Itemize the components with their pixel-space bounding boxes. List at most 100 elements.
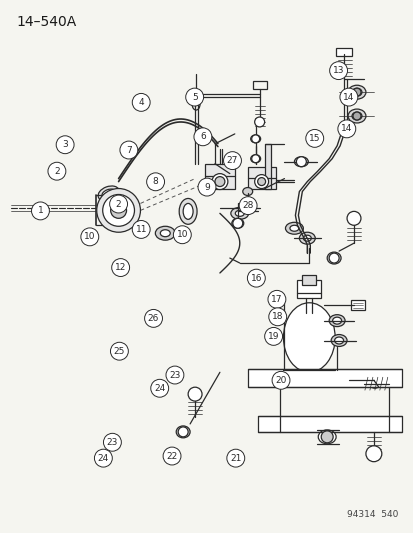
Text: 26: 26 xyxy=(147,314,159,323)
Bar xyxy=(204,164,234,189)
Bar xyxy=(301,275,316,285)
Ellipse shape xyxy=(330,335,346,346)
Circle shape xyxy=(112,259,129,277)
Circle shape xyxy=(150,379,168,397)
Text: 17: 17 xyxy=(271,295,282,304)
Circle shape xyxy=(296,157,306,167)
Circle shape xyxy=(328,253,338,263)
Circle shape xyxy=(188,387,202,401)
Circle shape xyxy=(247,269,265,287)
Circle shape xyxy=(94,449,112,467)
Ellipse shape xyxy=(155,227,175,240)
Ellipse shape xyxy=(230,207,248,219)
Circle shape xyxy=(346,212,360,225)
Text: 10: 10 xyxy=(84,232,95,241)
Circle shape xyxy=(178,427,188,437)
Ellipse shape xyxy=(289,225,298,231)
Ellipse shape xyxy=(334,337,343,344)
Ellipse shape xyxy=(351,112,361,120)
Circle shape xyxy=(31,202,49,220)
Circle shape xyxy=(197,178,216,196)
Circle shape xyxy=(48,162,66,180)
Circle shape xyxy=(109,195,127,213)
Circle shape xyxy=(320,431,332,443)
Text: 16: 16 xyxy=(250,273,261,282)
Circle shape xyxy=(337,120,355,138)
Text: 6: 6 xyxy=(199,132,205,141)
Text: 23: 23 xyxy=(169,370,180,379)
Text: 14: 14 xyxy=(340,124,351,133)
Circle shape xyxy=(185,88,203,106)
Circle shape xyxy=(267,290,285,308)
Text: 24: 24 xyxy=(97,454,109,463)
Text: 10: 10 xyxy=(176,230,188,239)
Text: 8: 8 xyxy=(152,177,158,187)
Text: 24: 24 xyxy=(154,384,165,393)
Ellipse shape xyxy=(318,430,335,444)
Text: 27: 27 xyxy=(226,156,237,165)
Text: 13: 13 xyxy=(332,66,344,75)
Ellipse shape xyxy=(328,314,344,327)
Ellipse shape xyxy=(183,204,192,219)
Text: 2: 2 xyxy=(54,167,59,176)
Bar xyxy=(252,81,266,89)
Bar xyxy=(247,369,401,387)
Circle shape xyxy=(110,342,128,360)
Text: 15: 15 xyxy=(308,134,320,143)
Ellipse shape xyxy=(299,232,315,244)
Text: 1: 1 xyxy=(38,206,43,215)
Ellipse shape xyxy=(231,219,243,228)
Text: 11: 11 xyxy=(135,225,147,234)
Circle shape xyxy=(365,446,381,462)
Ellipse shape xyxy=(285,222,303,234)
Circle shape xyxy=(132,221,150,238)
Text: 22: 22 xyxy=(166,451,177,461)
Ellipse shape xyxy=(179,198,197,224)
Bar xyxy=(247,167,275,189)
Circle shape xyxy=(352,88,360,96)
Circle shape xyxy=(166,366,183,384)
Bar xyxy=(350,300,364,310)
Circle shape xyxy=(232,219,242,228)
Text: 21: 21 xyxy=(230,454,241,463)
Circle shape xyxy=(271,372,289,389)
Bar xyxy=(264,144,270,189)
Circle shape xyxy=(214,176,224,187)
Circle shape xyxy=(193,128,211,146)
Circle shape xyxy=(239,197,256,215)
Text: 4: 4 xyxy=(138,98,144,107)
Circle shape xyxy=(81,228,99,246)
Circle shape xyxy=(268,308,286,326)
Text: 14: 14 xyxy=(342,93,354,102)
Text: 25: 25 xyxy=(114,346,125,356)
Ellipse shape xyxy=(369,380,379,388)
Circle shape xyxy=(339,88,357,106)
Bar xyxy=(335,49,351,56)
Circle shape xyxy=(173,226,191,244)
Circle shape xyxy=(211,174,227,190)
Ellipse shape xyxy=(283,303,335,372)
Ellipse shape xyxy=(98,186,119,201)
Circle shape xyxy=(110,203,126,219)
Circle shape xyxy=(226,449,244,467)
Ellipse shape xyxy=(294,157,308,167)
Ellipse shape xyxy=(242,188,252,196)
Text: 3: 3 xyxy=(62,140,68,149)
Circle shape xyxy=(103,433,121,451)
Ellipse shape xyxy=(235,211,244,216)
Circle shape xyxy=(102,195,134,227)
Circle shape xyxy=(254,175,268,189)
Circle shape xyxy=(144,310,162,327)
Ellipse shape xyxy=(303,235,311,241)
Text: 94314  540: 94314 540 xyxy=(347,510,398,519)
Ellipse shape xyxy=(347,85,365,99)
Ellipse shape xyxy=(102,189,115,198)
Bar xyxy=(257,416,401,432)
Ellipse shape xyxy=(347,109,365,123)
Text: 7: 7 xyxy=(126,146,131,155)
Bar xyxy=(297,280,320,298)
Circle shape xyxy=(146,173,164,191)
Circle shape xyxy=(352,112,360,120)
Ellipse shape xyxy=(332,317,341,324)
Circle shape xyxy=(223,152,241,169)
